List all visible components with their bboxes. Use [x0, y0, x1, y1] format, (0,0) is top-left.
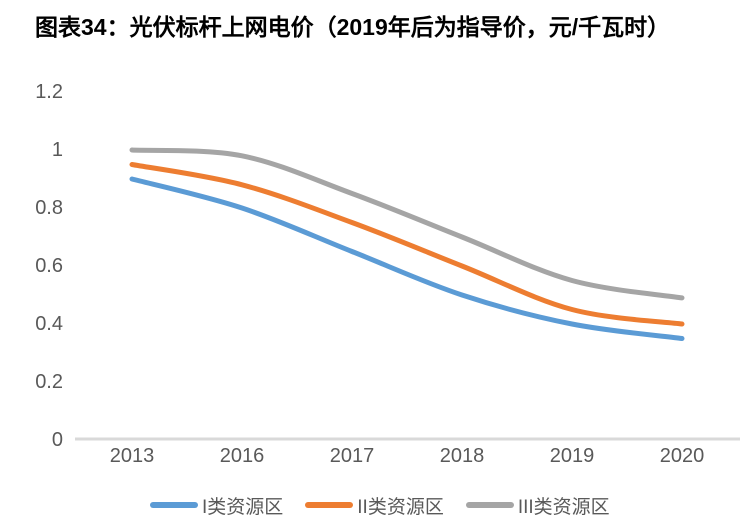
y-axis-tick-label: 1.2 [35, 81, 63, 103]
legend-label: III类资源区 [517, 496, 610, 518]
x-axis-tick-label: 2020 [659, 445, 705, 467]
legend-item: II类资源区 [305, 492, 444, 519]
legend-label: II类资源区 [357, 496, 444, 518]
y-axis-tick-label: 0.8 [35, 197, 63, 219]
legend-item: I类资源区 [150, 492, 283, 519]
x-axis-tick-label: 2018 [439, 445, 485, 467]
x-axis-tick-label: 2016 [219, 445, 265, 467]
series-line-i-resource-zone [129, 176, 685, 341]
x-axis-tick-label: 2013 [109, 445, 155, 467]
legend: I类资源区 II类资源区 III类资源区 [150, 495, 610, 518]
y-axis-tick-label: 1 [51, 139, 63, 161]
legend-line-swatch-blue [150, 502, 198, 508]
legend-item: III类资源区 [465, 492, 610, 519]
chart-title: 图表34：光伏标杆上网电价（2019年后为指导价，元/千瓦时） [35, 14, 671, 40]
x-axis-tick-label: 2019 [549, 445, 595, 467]
y-axis-tick-label: 0.6 [35, 255, 63, 277]
series-line-ii-resource-zone [129, 162, 685, 327]
legend-line-swatch-gray [465, 502, 514, 508]
y-axis-tick-label: 0 [51, 429, 63, 451]
x-axis-tick-label: 2017 [329, 445, 375, 467]
y-axis-tick-label: 0.2 [35, 371, 63, 393]
legend-label: I类资源区 [202, 496, 284, 518]
legend-line-swatch-orange [305, 502, 354, 508]
series-line-iii-resource-zone [129, 147, 685, 301]
y-axis-tick-label: 0.4 [35, 313, 63, 335]
